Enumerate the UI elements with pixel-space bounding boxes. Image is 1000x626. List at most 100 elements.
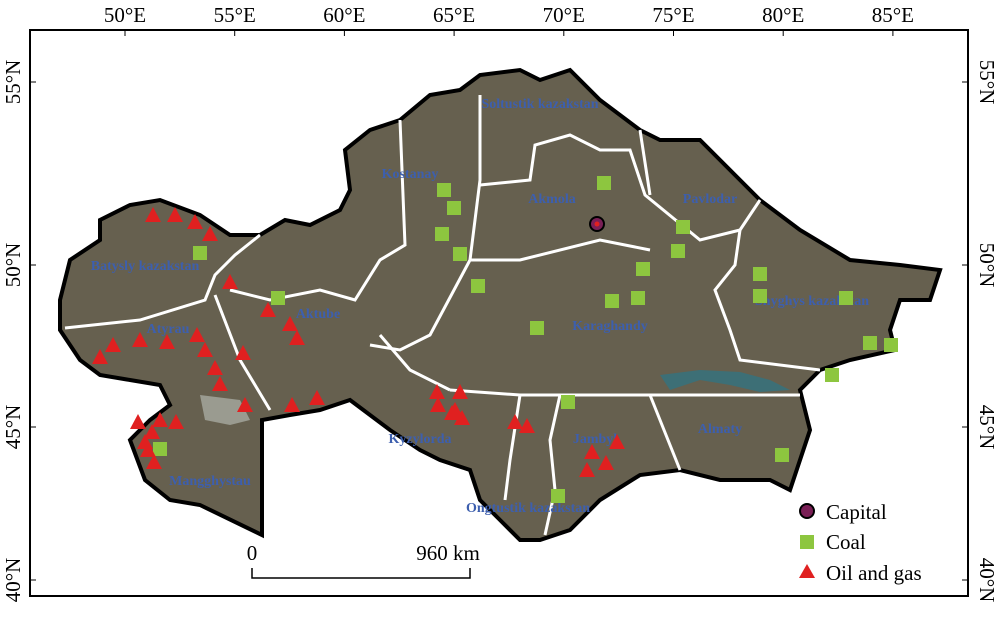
oil-gas-site xyxy=(140,442,156,457)
oil-gas-site xyxy=(187,214,203,229)
coal-site xyxy=(437,183,451,197)
coal-site xyxy=(435,227,449,241)
lat-tick-label: 40°N xyxy=(975,558,999,603)
oil-gas-site xyxy=(237,397,253,412)
lat-tick-label: 55°N xyxy=(975,60,999,105)
oil-gas-site xyxy=(197,342,213,357)
oil-gas-site xyxy=(92,349,108,364)
coal-site xyxy=(631,291,645,305)
lat-tick-label: 45°N xyxy=(1,405,25,450)
coal-site xyxy=(671,244,685,258)
coal-site xyxy=(775,448,789,462)
coal-site xyxy=(447,201,461,215)
coal-site xyxy=(561,395,575,409)
oil-gas-site xyxy=(289,330,305,345)
oil-gas-site xyxy=(584,444,600,459)
oil-gas-site xyxy=(309,390,325,405)
coal-site xyxy=(597,176,611,190)
coal-site xyxy=(153,442,167,456)
scale-bar: 0 960 km xyxy=(247,541,480,579)
oil-gas-site xyxy=(144,424,160,439)
region-label: Pavlodar xyxy=(683,192,737,207)
region-label: Soltustik kazakstan xyxy=(481,97,598,112)
coal-site xyxy=(271,291,285,305)
oil-gas-site xyxy=(609,434,625,449)
lake-balkhash xyxy=(660,370,790,392)
region-label: Akmola xyxy=(528,192,575,207)
oil-gas-site xyxy=(235,345,251,360)
coal-site xyxy=(471,279,485,293)
region-label: Batysly kazakstan xyxy=(91,259,200,274)
lat-tick-label: 50°N xyxy=(975,243,999,288)
region-label: Ongtustik kazakstan xyxy=(466,501,590,516)
kara-bogaz xyxy=(200,395,250,425)
oil-gas-site xyxy=(282,316,298,331)
scale-end: 960 km xyxy=(416,541,480,565)
oil-gas-site xyxy=(507,414,523,429)
region-label: Karaghandy xyxy=(572,319,647,334)
coal-site xyxy=(863,336,877,350)
oil-gas-site xyxy=(167,207,183,222)
lon-tick-label: 70°E xyxy=(543,3,585,27)
coal-site xyxy=(453,247,467,261)
coal-site xyxy=(193,246,207,260)
oil-gas-site xyxy=(284,397,300,412)
oil-gas-site xyxy=(202,226,218,241)
lon-tick-label: 80°E xyxy=(762,3,804,27)
coal-site xyxy=(753,289,767,303)
oil-gas-site xyxy=(145,207,161,222)
legend-label: Coal xyxy=(826,530,866,554)
oil-gas-site xyxy=(105,337,121,352)
region-borders xyxy=(64,95,821,536)
oil-gas-site xyxy=(159,334,175,349)
coal-site xyxy=(530,321,544,335)
lat-tick-label: 50°N xyxy=(1,243,25,288)
oil-gas-site xyxy=(430,397,446,412)
coal-site xyxy=(825,368,839,382)
oil-gas-site xyxy=(598,455,614,470)
oil-gas-site xyxy=(429,384,445,399)
legend-label: Oil and gas xyxy=(826,561,922,585)
oil-gas-site xyxy=(444,405,460,420)
region-label: Kyzylorda xyxy=(389,432,452,447)
oil-gas-site xyxy=(189,327,205,342)
coal-site xyxy=(636,262,650,276)
scale-start: 0 xyxy=(247,541,258,565)
lat-tick-label: 40°N xyxy=(1,558,25,603)
coal-site xyxy=(676,220,690,234)
capital-dot xyxy=(594,221,600,227)
lon-tick-label: 60°E xyxy=(323,3,365,27)
oil-gas-site xyxy=(222,274,238,289)
oil-gas-site xyxy=(132,332,148,347)
oil-gas-site xyxy=(146,454,162,469)
coal-site xyxy=(551,489,565,503)
region-label: Atyrau xyxy=(147,322,190,337)
lon-tick-label: 65°E xyxy=(433,3,475,27)
coal-site xyxy=(605,294,619,308)
oil-gas-site xyxy=(168,414,184,429)
coal-site xyxy=(839,291,853,305)
oil-gas-site xyxy=(260,302,276,317)
coal-site xyxy=(753,267,767,281)
oil-gas-site xyxy=(207,360,223,375)
legend: Capital Coal Oil and gas xyxy=(799,500,922,585)
lon-tick-label: 85°E xyxy=(872,3,914,27)
coal-site xyxy=(884,338,898,352)
lon-tick-label: 50°E xyxy=(104,3,146,27)
oil-gas-site xyxy=(579,462,595,477)
oil-gas-site xyxy=(152,412,168,427)
lon-tick-label: 75°E xyxy=(652,3,694,27)
legend-label: Capital xyxy=(826,500,887,524)
lat-tick-label: 55°N xyxy=(1,60,25,105)
region-label: Kostanay xyxy=(382,167,439,182)
lon-tick-label: 55°E xyxy=(214,3,256,27)
country xyxy=(58,67,943,542)
oil-gas-site xyxy=(454,410,470,425)
oil-gas-site xyxy=(519,418,535,433)
oil-gas-site xyxy=(212,376,228,391)
oil-gas-site xyxy=(452,384,468,399)
lat-tick-label: 45°N xyxy=(975,405,999,450)
region-label: Jambyl xyxy=(573,432,617,447)
oil-gas-site xyxy=(130,414,146,429)
region-label: Aktube xyxy=(296,307,340,322)
